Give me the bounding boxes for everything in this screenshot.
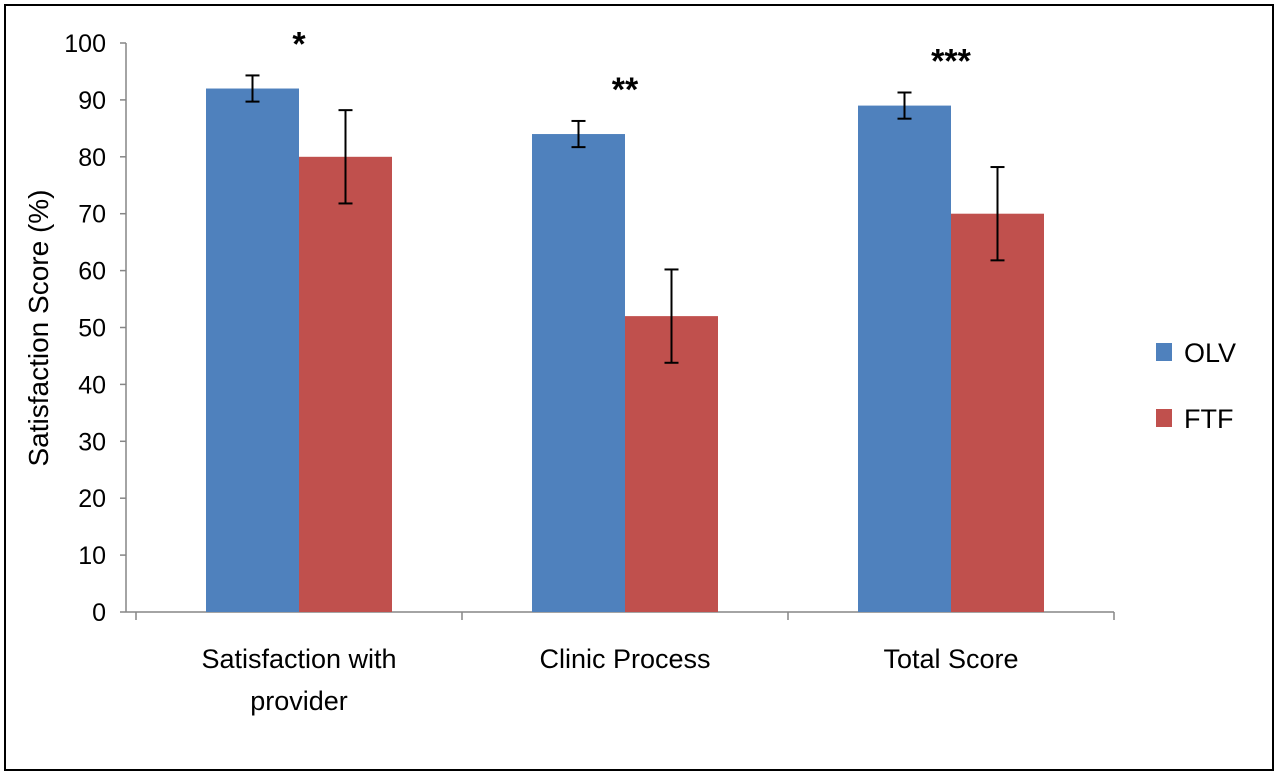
y-tick-label: 0 xyxy=(92,599,106,627)
bar-ftf xyxy=(299,156,392,613)
y-tick-label: 50 xyxy=(78,315,106,343)
y-tick-label: 40 xyxy=(78,371,106,399)
x-category-label: Clinic Process xyxy=(539,644,710,674)
y-tick-label: 60 xyxy=(78,258,106,286)
legend: OLV FTF xyxy=(1156,338,1236,434)
bar-olv xyxy=(206,88,299,612)
y-tick-label: 70 xyxy=(78,201,106,229)
legend-swatch-ftf xyxy=(1156,409,1172,427)
significance-marker: *** xyxy=(931,43,971,81)
legend-label-ftf: FTF xyxy=(1184,404,1233,434)
x-category-label-line: Clinic Process xyxy=(539,644,710,674)
y-tick-label: 90 xyxy=(78,87,106,115)
bar-ftf xyxy=(951,213,1044,612)
plot-area: 0 10 20 30 40 50 60 70 80 90 100 * Satisfaction with… xyxy=(64,25,1115,716)
significance-marker: * xyxy=(292,25,306,63)
y-tick-label: 100 xyxy=(64,30,106,58)
x-category-label: Total Score xyxy=(883,644,1018,674)
x-category-label-line: Total Score xyxy=(883,644,1018,674)
significance-marker: ** xyxy=(612,71,639,109)
bar-olv xyxy=(858,105,951,612)
x-category-label-line: Satisfaction with xyxy=(201,644,396,674)
x-category-label: Satisfaction with provider xyxy=(201,644,396,716)
y-tick-label: 10 xyxy=(78,542,106,570)
bar-olv xyxy=(532,134,625,613)
y-tick-label: 20 xyxy=(78,485,106,513)
y-tick-label: 30 xyxy=(78,428,106,456)
y-axis-title: Satisfaction Score (%) xyxy=(23,190,54,467)
legend-swatch-olv xyxy=(1156,343,1172,361)
bar-ftf xyxy=(625,316,718,612)
legend-label-olv: OLV xyxy=(1184,338,1236,368)
x-category-label-line: provider xyxy=(250,686,348,716)
y-tick-label: 80 xyxy=(78,144,106,172)
